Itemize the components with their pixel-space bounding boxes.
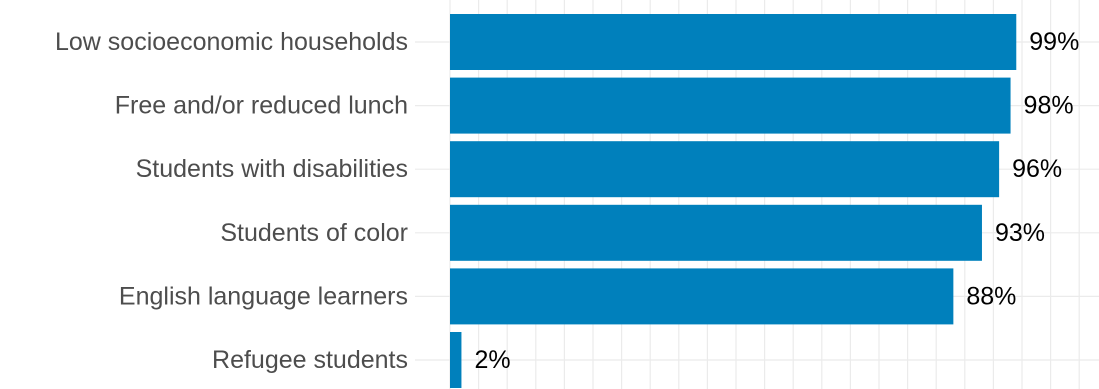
value-label: 93% bbox=[995, 219, 1045, 247]
value-labels: 99% 98% 96% 93% 88% 2% bbox=[474, 28, 1079, 374]
category-labels: Low socioeconomic households Free and/or … bbox=[55, 28, 408, 374]
bar bbox=[450, 141, 1000, 198]
bar bbox=[450, 204, 982, 261]
category-label: Free and/or reduced lunch bbox=[115, 92, 408, 120]
category-label: Low socioeconomic households bbox=[55, 28, 408, 56]
value-label: 99% bbox=[1029, 28, 1079, 56]
bars-group bbox=[450, 14, 1017, 388]
value-label: 88% bbox=[966, 282, 1016, 310]
bar bbox=[450, 77, 1011, 134]
value-label: 2% bbox=[474, 346, 510, 374]
bar bbox=[450, 268, 954, 325]
bar bbox=[450, 14, 1017, 70]
category-label: English language learners bbox=[119, 282, 408, 310]
category-label: Students with disabilities bbox=[136, 155, 408, 183]
category-label: Refugee students bbox=[212, 346, 408, 374]
category-label: Students of color bbox=[220, 219, 408, 247]
bar bbox=[450, 332, 462, 388]
value-label: 98% bbox=[1024, 92, 1074, 120]
value-label: 96% bbox=[1012, 155, 1062, 183]
